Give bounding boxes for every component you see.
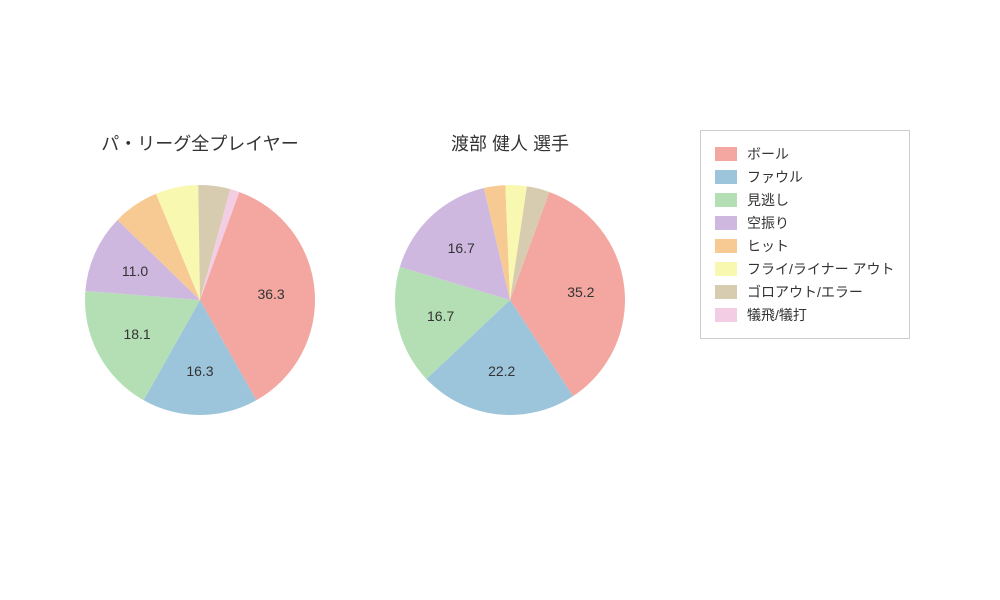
chart-container: パ・リーグ全プレイヤー 渡部 健人 選手 36.3 16.3 18.1 11.0 35…: [0, 0, 1000, 600]
legend-label-sac: 犠飛/犠打: [747, 305, 807, 325]
legend-label-flyout: フライ/ライナー アウト: [747, 259, 895, 279]
legend-row-flyout: フライ/ライナー アウト: [715, 259, 895, 279]
slice-label-foul: 22.2: [488, 363, 515, 379]
legend-label-hit: ヒット: [747, 236, 789, 256]
legend-swatch-foul: [715, 170, 737, 184]
legend-row-hit: ヒット: [715, 236, 895, 256]
legend-swatch-sac: [715, 308, 737, 322]
legend-swatch-ball: [715, 147, 737, 161]
pie-chart-player: 35.2 22.2 16.7 16.7: [385, 175, 635, 425]
legend-swatch-hit: [715, 239, 737, 253]
slice-label-ball: 36.3: [257, 286, 284, 302]
legend: ボールファウル見逃し空振りヒットフライ/ライナー アウトゴロアウト/エラー犠飛/…: [700, 130, 910, 339]
slice-label-looking: 18.1: [123, 326, 150, 342]
pie-chart-league: 36.3 16.3 18.1 11.0: [75, 175, 325, 425]
legend-row-looking: 見逃し: [715, 190, 895, 210]
slice-label-swinging: 16.7: [448, 240, 475, 256]
slice-label-ball: 35.2: [567, 284, 594, 300]
legend-label-foul: ファウル: [747, 167, 803, 187]
slice-label-foul: 16.3: [186, 363, 213, 379]
legend-label-looking: 見逃し: [747, 190, 789, 210]
legend-label-ball: ボール: [747, 144, 789, 164]
legend-label-groundout: ゴロアウト/エラー: [747, 282, 863, 302]
legend-swatch-flyout: [715, 262, 737, 276]
slice-label-swinging: 11.0: [122, 263, 148, 279]
pie-svg: [75, 175, 325, 425]
legend-row-groundout: ゴロアウト/エラー: [715, 282, 895, 302]
legend-swatch-swinging: [715, 216, 737, 230]
legend-row-ball: ボール: [715, 144, 895, 164]
legend-swatch-looking: [715, 193, 737, 207]
legend-label-swinging: 空振り: [747, 213, 789, 233]
slice-label-looking: 16.7: [427, 308, 454, 324]
chart-title-league: パ・リーグ全プレイヤー: [80, 130, 320, 156]
legend-swatch-groundout: [715, 285, 737, 299]
legend-row-foul: ファウル: [715, 167, 895, 187]
legend-row-sac: 犠飛/犠打: [715, 305, 895, 325]
chart-title-player: 渡部 健人 選手: [390, 130, 630, 156]
pie-svg: [385, 175, 635, 425]
legend-row-swinging: 空振り: [715, 213, 895, 233]
